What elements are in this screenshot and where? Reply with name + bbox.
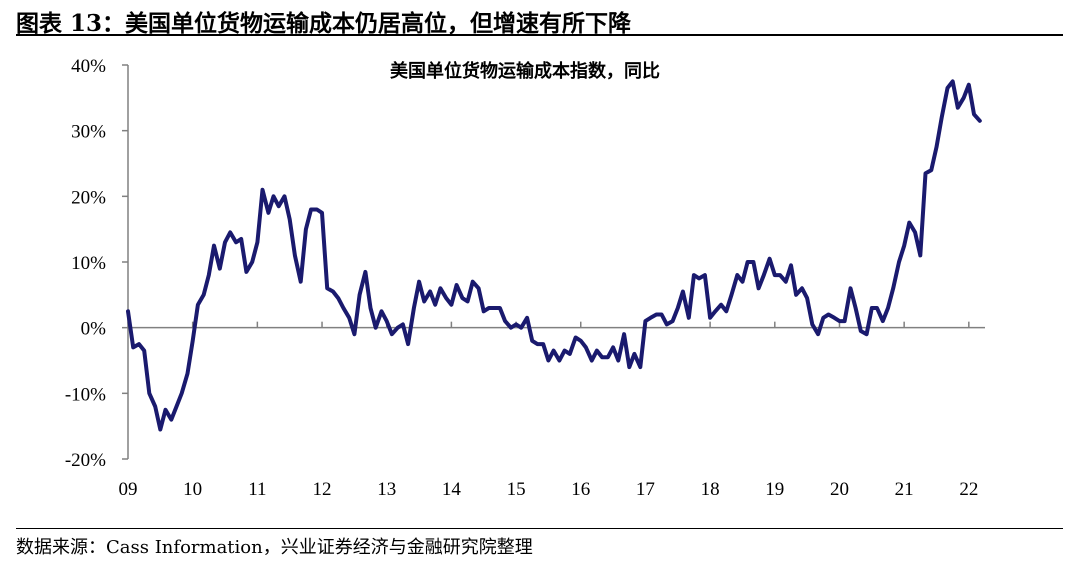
x-tick-label: 21 [895, 479, 914, 500]
title-rule [16, 34, 1063, 36]
x-tick-label: 19 [765, 479, 784, 500]
y-tick-label: 10% [71, 253, 106, 274]
x-tick-label: 16 [571, 479, 590, 500]
x-tick-label: 20 [830, 479, 849, 500]
y-tick-label: -10% [65, 384, 106, 405]
x-tick-label: 11 [248, 479, 266, 500]
chart-axes: -20% -10% 0% 10% 20% 30% 40% 09 10 11 12 13 14 15 16 17… [65, 56, 985, 500]
source-rule [16, 528, 1063, 529]
y-tick-label: 20% [71, 187, 106, 208]
x-tick-label: 17 [636, 479, 655, 500]
chart-title: 美国单位货物运输成本指数，同比 [390, 60, 660, 82]
chart-series [126, 79, 982, 432]
x-tick-label: 10 [183, 479, 202, 500]
series-line [126, 79, 982, 432]
source-note: 数据来源：Cass Information，兴业证券经济与金融研究院整理 [16, 537, 533, 558]
x-tick-label: 15 [507, 479, 526, 500]
x-tick-label: 13 [377, 479, 396, 500]
y-tick-label: 30% [71, 122, 106, 143]
y-tick-label: -20% [65, 450, 106, 471]
y-tick-label: 40% [71, 56, 106, 77]
x-tick-label: 18 [701, 479, 720, 500]
x-tick-label: 14 [442, 479, 462, 500]
figure-title: 图表 13：美国单位货物运输成本仍居高位，但增速有所下降 [16, 10, 632, 37]
x-tick-label: 12 [313, 479, 332, 500]
y-tick-label: 0% [81, 319, 107, 340]
x-tick-label: 09 [119, 479, 138, 500]
x-tick-label: 22 [959, 479, 978, 500]
